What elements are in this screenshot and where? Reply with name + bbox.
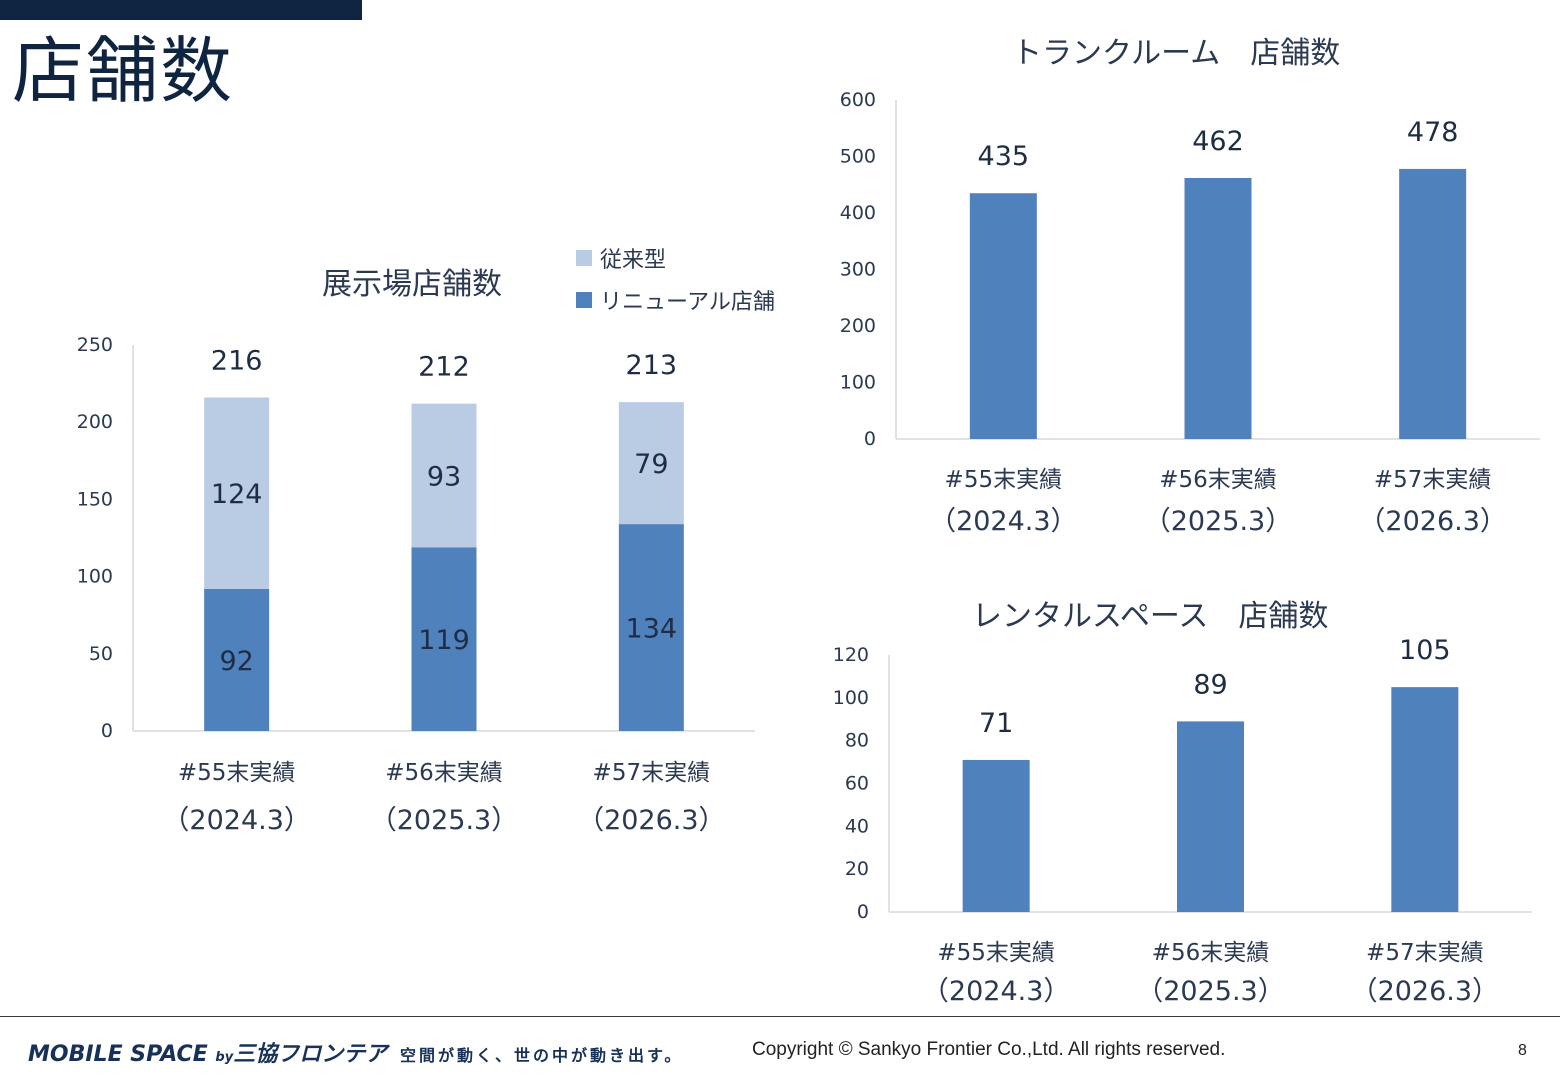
trunkroom-y-tick-label: 100 (840, 372, 876, 394)
showroom-data-label: 79 (634, 449, 668, 480)
footer-copyright: Copyright © Sankyo Frontier Co.,Ltd. All… (752, 1039, 1226, 1060)
trunkroom-category-sublabel: （2024.3） (929, 506, 1077, 537)
showroom-bar-conventional (618, 402, 684, 525)
showroom-y-tick-label: 250 (77, 334, 113, 356)
trunkroom-bar (1184, 177, 1252, 439)
showroom-bar-conventional (411, 403, 477, 548)
rentalspace-category-label: #57末実績 (1366, 940, 1484, 966)
trunkroom-data-label: 462 (1192, 126, 1244, 157)
showroom-y-tick-label: 150 (77, 488, 113, 510)
showroom-bar-conventional (204, 397, 270, 589)
rentalspace-bar (1177, 721, 1244, 912)
trunkroom-data-label: 478 (1407, 117, 1459, 148)
legend-label-renewal: リニューアル店舗 (600, 290, 775, 315)
rentalspace-category-sublabel: （2024.3） (922, 976, 1070, 1007)
rentalspace-bar (962, 759, 1030, 912)
showroom-chart-title: 展示場店舗数 (322, 267, 502, 302)
showroom-category-sublabel: （2025.3） (370, 805, 518, 836)
footer-divider (0, 1016, 1560, 1017)
rentalspace-category-sublabel: （2026.3） (1351, 976, 1499, 1007)
logo-main-text: MOBILE SPACE (28, 1042, 208, 1067)
trunkroom-category-label: #56末実績 (1159, 467, 1277, 493)
showroom-y-tick-label: 200 (77, 411, 113, 433)
showroom-category-label: #57末実績 (593, 760, 711, 786)
trunkroom-chart-title: トランクルーム 店舗数 (1012, 36, 1341, 71)
showroom-bar-renewal (618, 524, 684, 731)
legend-item-conventional: 従来型 (576, 240, 775, 276)
showroom-data-label: 93 (427, 461, 461, 492)
trunkroom-y-tick-label: 500 (840, 146, 876, 168)
trunkroom-category-sublabel: （2026.3） (1358, 506, 1506, 537)
legend-swatch-conventional (576, 250, 592, 266)
trunkroom-bar (1399, 168, 1467, 439)
showroom-legend: 従来型 リニューアル店舗 (576, 240, 775, 324)
legend-label-conventional: 従来型 (600, 248, 667, 273)
showroom-category-label: #55末実績 (178, 760, 296, 786)
rentalspace-data-label: 105 (1399, 635, 1451, 666)
rentalspace-category-sublabel: （2025.3） (1136, 976, 1284, 1007)
showroom-total-label: 213 (626, 350, 678, 381)
rentalspace-category-label: #55末実績 (937, 940, 1055, 966)
showroom-total-label: 216 (211, 345, 263, 376)
showroom-category-sublabel: （2024.3） (162, 805, 310, 836)
trunkroom-bar (969, 193, 1037, 439)
page-number: 8 (1518, 1042, 1527, 1059)
rentalspace-data-label: 89 (1193, 669, 1227, 700)
trunkroom-category-sublabel: （2025.3） (1144, 506, 1292, 537)
footer-tagline: 空間が動く、世の中が動き出す。 (400, 1046, 684, 1065)
showroom-category-sublabel: （2026.3） (577, 805, 725, 836)
showroom-y-tick-label: 100 (77, 566, 113, 588)
trunkroom-y-tick-label: 200 (840, 315, 876, 337)
showroom-category-label: #56末実績 (385, 760, 503, 786)
trunkroom-y-tick-label: 300 (840, 259, 876, 281)
rentalspace-chart-title: レンタルスペース 店舗数 (972, 599, 1329, 634)
rentalspace-y-tick-label: 20 (845, 858, 869, 880)
trunkroom-y-tick-label: 0 (864, 428, 876, 450)
showroom-total-label: 212 (418, 352, 470, 383)
trunkroom-data-label: 435 (978, 141, 1030, 172)
showroom-bar-renewal (204, 588, 270, 731)
trunkroom-y-tick-label: 600 (840, 89, 876, 111)
legend-swatch-renewal (576, 292, 592, 308)
rentalspace-data-label: 71 (979, 708, 1013, 739)
rentalspace-category-label: #56末実績 (1152, 940, 1270, 966)
header-accent-bar (0, 0, 362, 20)
logo-by-text: by (215, 1050, 234, 1065)
company-logo: MOBILE SPACE by三協フロンテア (28, 1036, 387, 1068)
showroom-data-label: 92 (219, 646, 253, 677)
trunkroom-y-tick-label: 400 (840, 202, 876, 224)
showroom-data-label: 124 (211, 479, 263, 510)
rentalspace-y-tick-label: 120 (833, 644, 869, 666)
logo-brand-text: 三協フロンテア (233, 1042, 388, 1067)
trunkroom-category-label: #57末実績 (1374, 467, 1492, 493)
showroom-bar-renewal (411, 547, 477, 731)
rentalspace-bar (1391, 687, 1459, 912)
rentalspace-y-tick-label: 80 (845, 730, 869, 752)
rentalspace-y-tick-label: 60 (845, 773, 869, 795)
rentalspace-y-tick-label: 100 (833, 687, 869, 709)
showroom-y-tick-label: 50 (89, 643, 113, 665)
rentalspace-y-tick-label: 0 (857, 901, 869, 923)
rentalspace-y-tick-label: 40 (845, 815, 869, 837)
page-title: 店舗数 (12, 29, 235, 113)
trunkroom-category-label: #55末実績 (945, 467, 1063, 493)
legend-item-renewal: リニューアル店舗 (576, 282, 775, 318)
showroom-data-label: 134 (626, 614, 678, 645)
showroom-data-label: 119 (418, 625, 470, 656)
showroom-y-tick-label: 0 (101, 720, 113, 742)
